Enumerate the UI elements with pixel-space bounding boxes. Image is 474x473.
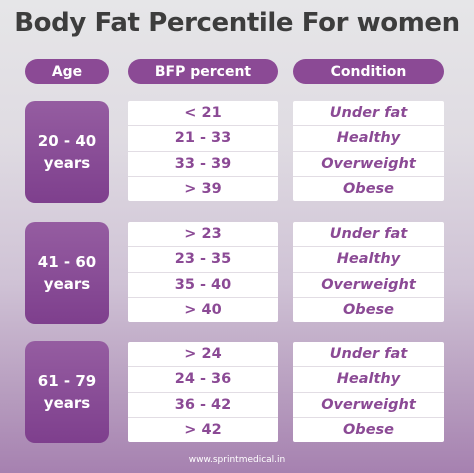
condition-list-group-1: Under fat Healthy Overweight Obese bbox=[293, 101, 444, 201]
condition-list-group-3: Under fat Healthy Overweight Obese bbox=[293, 342, 444, 442]
condition-value: Obese bbox=[293, 296, 444, 322]
bfp-list-group-2: > 23 23 - 35 35 - 40 > 40 bbox=[128, 222, 278, 322]
condition-value: Under fat bbox=[329, 105, 408, 122]
bfp-value: > 40 bbox=[128, 296, 278, 322]
header-condition: Condition bbox=[293, 59, 444, 84]
page-title: Body Fat Percentile For women bbox=[14, 8, 460, 38]
condition-list-group-2: Under fat Healthy Overweight Obese bbox=[293, 222, 444, 322]
bfp-value: > 42 bbox=[128, 416, 278, 442]
header-age: Age bbox=[25, 59, 109, 84]
bfp-value: > 23 bbox=[184, 226, 222, 243]
bfp-value: 33 - 39 bbox=[128, 150, 278, 176]
age-group-2: 41 - 60 years bbox=[25, 222, 109, 324]
bfp-value: 23 - 35 bbox=[128, 246, 278, 271]
condition-value: Obese bbox=[293, 416, 444, 442]
bfp-list-group-1: < 21 21 - 33 33 - 39 > 39 bbox=[128, 101, 278, 201]
condition-value: Overweight bbox=[293, 271, 444, 297]
age-unit: years bbox=[43, 394, 91, 412]
bfp-value: > 39 bbox=[128, 175, 278, 201]
condition-value: Healthy bbox=[293, 246, 444, 271]
age-unit: years bbox=[43, 275, 91, 293]
bfp-value: 36 - 42 bbox=[128, 391, 278, 417]
age-unit: years bbox=[43, 154, 91, 172]
bfp-value: 35 - 40 bbox=[128, 271, 278, 297]
age-range: 61 - 79 bbox=[37, 372, 97, 390]
condition-value: Under fat bbox=[329, 346, 408, 363]
footer-url: www.sprintmedical.in bbox=[188, 455, 286, 465]
condition-value: Overweight bbox=[293, 391, 444, 417]
bfp-value: < 21 bbox=[184, 105, 222, 122]
bfp-value: > 24 bbox=[184, 346, 222, 363]
bfp-list-group-3: > 24 24 - 36 36 - 42 > 42 bbox=[128, 342, 278, 442]
header-bfp-percent: BFP percent bbox=[128, 59, 278, 84]
condition-value: Healthy bbox=[293, 125, 444, 150]
condition-value: Under fat bbox=[329, 226, 408, 243]
bfp-value: 24 - 36 bbox=[128, 366, 278, 391]
bfp-value: 21 - 33 bbox=[128, 125, 278, 150]
condition-value: Obese bbox=[293, 175, 444, 201]
age-range: 20 - 40 bbox=[37, 132, 97, 150]
age-range: 41 - 60 bbox=[37, 253, 97, 271]
age-group-1: 20 - 40 years bbox=[25, 101, 109, 203]
age-group-3: 61 - 79 years bbox=[25, 341, 109, 443]
condition-value: Overweight bbox=[293, 150, 444, 176]
condition-value: Healthy bbox=[293, 366, 444, 391]
